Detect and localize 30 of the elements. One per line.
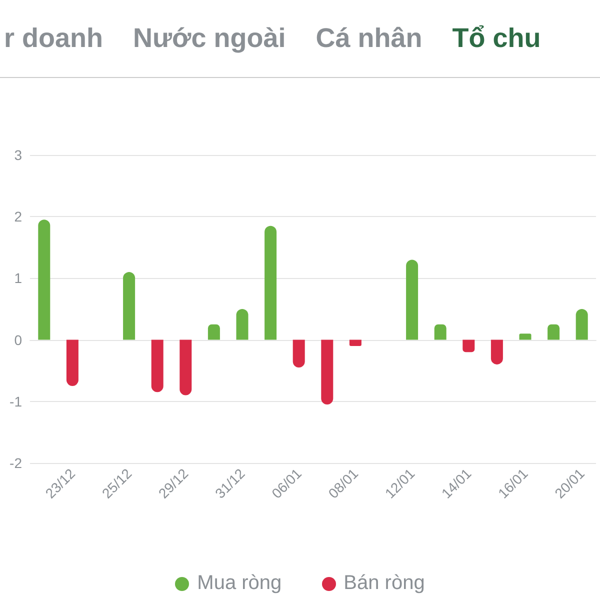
text: Nước ngoài <box>133 23 286 54</box>
bar <box>236 309 248 340</box>
y-tick-label: 2 <box>14 208 22 225</box>
text: Cá nhân <box>316 23 422 54</box>
text: r doanh <box>4 23 103 54</box>
bar <box>66 340 78 386</box>
bar <box>38 220 50 340</box>
bar <box>180 340 192 396</box>
bar <box>434 324 446 340</box>
y-tick-label: -2 <box>10 455 22 471</box>
bar <box>519 334 532 340</box>
y-tick-label: 3 <box>14 147 22 163</box>
bar <box>548 324 560 340</box>
bar <box>462 340 475 352</box>
legend-label: Mua ròng <box>196 572 282 595</box>
bar <box>576 309 588 340</box>
bar <box>264 226 277 340</box>
bar <box>151 340 164 392</box>
y-tick-label: 0 <box>14 332 22 348</box>
text: Tổ chu <box>452 23 541 54</box>
bar <box>123 272 136 340</box>
bar <box>208 324 220 340</box>
bar <box>349 340 362 346</box>
y-tick-label: 1 <box>14 270 22 286</box>
legend-label: Bán ròng <box>342 572 425 595</box>
bar <box>292 340 305 368</box>
y-tick-label: -1 <box>10 393 22 410</box>
bar <box>406 260 418 340</box>
bar <box>321 340 334 404</box>
bar <box>490 340 503 364</box>
